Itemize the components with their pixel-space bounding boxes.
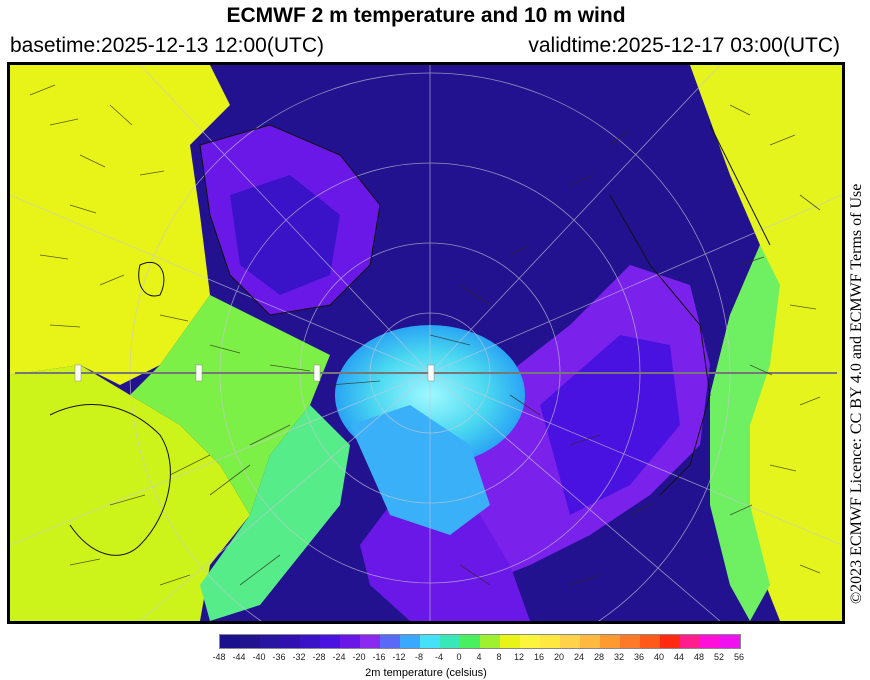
colorbar-swatch [600, 635, 620, 648]
colorbar-tick-label: -36 [272, 652, 286, 662]
colorbar-swatch [240, 635, 260, 648]
green-belt-west [130, 295, 330, 515]
colorbar-tick-label: 28 [593, 652, 605, 662]
colorbar-swatch [700, 635, 720, 648]
colorbar-tick-label: 24 [573, 652, 585, 662]
temperature-colorbar [219, 634, 741, 649]
colorbar-tick-label: 20 [553, 652, 565, 662]
colorbar-tick-label: -44 [232, 652, 246, 662]
colorbar-tick-label: -24 [332, 652, 346, 662]
colorbar-tick-label: 48 [693, 652, 705, 662]
colorbar-tick-label: 8 [496, 652, 502, 662]
colorbar-swatch [680, 635, 700, 648]
colorbar-tick-label: 40 [653, 652, 665, 662]
colorbar-swatch [720, 635, 740, 648]
colorbar-swatch [560, 635, 580, 648]
temperature-wind-map [10, 65, 842, 621]
colorbar-swatch [520, 635, 540, 648]
colorbar-swatch [500, 635, 520, 648]
colorbar-tick-label: -40 [252, 652, 266, 662]
colorbar-swatch [300, 635, 320, 648]
cyan-tongue [350, 405, 490, 535]
colorbar-swatch [220, 635, 240, 648]
colorbar-tick-label: 32 [613, 652, 625, 662]
colorbar-swatch [440, 635, 460, 648]
warm-region-west [10, 65, 230, 385]
grid-markers [74, 364, 435, 382]
colorbar-swatch [260, 635, 280, 648]
colorbar-swatch [360, 635, 380, 648]
colorbar-tick-label: 12 [513, 652, 525, 662]
colorbar-tick-label: 44 [673, 652, 685, 662]
colorbar-swatch [620, 635, 640, 648]
colorbar-tick-label: 36 [633, 652, 645, 662]
chart-title: ECMWF 2 m temperature and 10 m wind [226, 4, 626, 27]
colorbar-swatch [580, 635, 600, 648]
colorbar-tick-label: 56 [733, 652, 745, 662]
map-panel [7, 62, 845, 624]
colorbar-swatch [320, 635, 340, 648]
coastlines [49, 124, 771, 556]
colorbar-ticks: -48 -44 -40 -36 -32 -28 -24 -20 -16 -12 -8 -4 0 4 8 12 1… [209, 652, 749, 664]
colorbar-tick-label: -20 [352, 652, 366, 662]
colorbar-tick-label: -8 [414, 652, 424, 662]
colorbar-swatch [340, 635, 360, 648]
colorbar-swatch [640, 635, 660, 648]
basetime-label: basetime:2025-12-13 12:00(UTC) [10, 34, 324, 57]
green-belt-east [710, 245, 780, 621]
warm-region-southwest [10, 365, 250, 621]
colorbar-label: 2m temperature (celsius) [365, 667, 487, 679]
colorbar-tick-label: 16 [533, 652, 545, 662]
greenland-interior [230, 175, 340, 295]
colorbar-tick-label: -16 [372, 652, 386, 662]
colorbar-swatch [540, 635, 560, 648]
colorbar-swatch [660, 635, 680, 648]
colorbar-tick-label: -32 [292, 652, 306, 662]
colorbar-tick-label: -4 [434, 652, 444, 662]
colorbar-tick-label: 52 [713, 652, 725, 662]
siberia-interior [540, 335, 680, 515]
colorbar-tick-label: -28 [312, 652, 326, 662]
colorbar-swatch [420, 635, 440, 648]
colorbar-tick-label: 4 [476, 652, 482, 662]
colorbar-tick-label: -12 [392, 652, 406, 662]
colorbar-swatch [460, 635, 480, 648]
validtime-label: validtime:2025-12-17 03:00(UTC) [528, 34, 840, 57]
green-belt-south [200, 405, 350, 621]
wind-arrows [29, 84, 821, 586]
colorbar-swatch [380, 635, 400, 648]
colorbar-tick-label: -48 [212, 652, 226, 662]
colorbar-swatch [480, 635, 500, 648]
colorbar-tick-label: 0 [456, 652, 462, 662]
colorbar-swatch [280, 635, 300, 648]
colorbar-swatch [400, 635, 420, 648]
licence-text: ©2023 ECMWF Licence: CC BY 4.0 and ECMWF… [848, 183, 865, 604]
